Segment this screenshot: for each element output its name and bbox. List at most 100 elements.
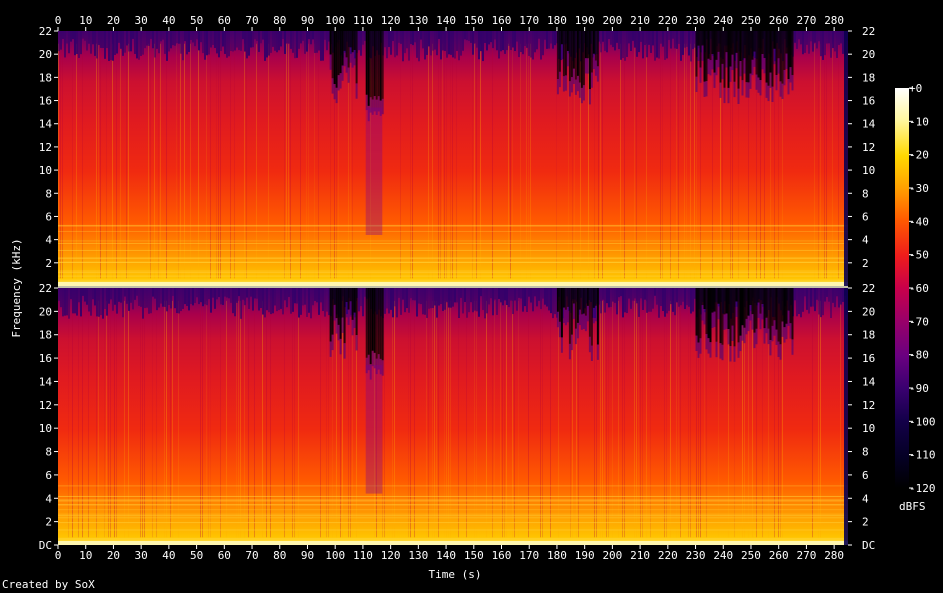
rolloff-stripe	[162, 31, 164, 40]
rolloff-stripe	[384, 288, 386, 314]
spectral-stripe	[578, 300, 579, 538]
spectral-stripe	[254, 300, 255, 538]
rolloff-stripe	[328, 288, 330, 316]
rolloff-stripe	[96, 31, 98, 59]
rolloff-stripe	[122, 31, 124, 56]
rolloff-stripe	[432, 31, 434, 51]
quiet-stripe	[349, 31, 352, 48]
quiet-stripe	[594, 31, 597, 61]
quiet-stripe	[596, 288, 599, 345]
rolloff-stripe	[510, 288, 512, 301]
rolloff-stripe	[162, 288, 164, 307]
rolloff-stripe	[468, 31, 470, 41]
rolloff-stripe	[86, 288, 88, 305]
spectral-stripe	[384, 300, 385, 538]
rolloff-stripe	[820, 31, 822, 57]
rolloff-stripe	[294, 288, 296, 304]
quiet-edge	[568, 81, 571, 97]
rolloff-stripe	[182, 31, 184, 61]
quiet-core	[365, 107, 383, 235]
quiet-stripe	[699, 31, 702, 68]
rolloff-stripe	[528, 288, 530, 297]
rolloff-stripe	[474, 31, 476, 44]
rolloff-stripe	[142, 288, 144, 319]
quiet-edge	[707, 58, 710, 75]
rolloff-stripe	[250, 288, 252, 297]
rolloff-stripe	[794, 31, 796, 43]
harmonic-band	[58, 270, 848, 272]
rolloff-stripe	[286, 31, 288, 44]
spectral-stripe	[770, 43, 771, 279]
spectral-stripe	[696, 300, 697, 538]
spectral-stripe	[636, 43, 637, 279]
y-tick-label: 22	[39, 25, 52, 38]
colorbar	[895, 88, 909, 488]
quiet-stripe	[339, 288, 342, 339]
rolloff-stripe	[60, 31, 62, 50]
rolloff-stripe	[676, 31, 678, 49]
quiet-edge	[757, 302, 760, 318]
quiet-stripe	[749, 31, 752, 74]
spectral-stripe	[480, 43, 481, 279]
spectral-stripe	[432, 43, 433, 279]
rolloff-stripe	[636, 288, 638, 304]
quiet-stripe	[775, 288, 778, 330]
rolloff-stripe	[130, 31, 132, 52]
rolloff-stripe	[616, 31, 618, 43]
rolloff-stripe	[410, 31, 412, 45]
quiet-stripe	[717, 31, 720, 52]
x-tick-label: 260	[769, 14, 789, 27]
rolloff-stripe	[438, 288, 440, 306]
rolloff-stripe	[292, 31, 294, 53]
x-tick-label: 100	[325, 14, 345, 27]
y-tick-label: 20	[39, 305, 52, 318]
rolloff-stripe	[660, 288, 662, 307]
rolloff-stripe	[156, 31, 158, 49]
rolloff-stripe	[284, 288, 286, 301]
rolloff-stripe	[140, 31, 142, 56]
quiet-stripe	[329, 288, 332, 342]
rolloff-stripe	[148, 288, 150, 314]
rolloff-stripe	[466, 31, 468, 41]
y-tick-label: 20	[862, 48, 875, 61]
spectral-stripe	[82, 43, 83, 279]
quiet-edge	[379, 100, 382, 116]
spectral-stripe	[292, 300, 293, 538]
rolloff-stripe	[94, 31, 96, 56]
spectral-stripe	[154, 43, 155, 279]
rolloff-stripe	[328, 31, 330, 42]
quiet-stripe	[345, 288, 348, 302]
quiet-edge	[747, 82, 750, 98]
quiet-edge	[337, 75, 340, 91]
quiet-edge	[737, 342, 740, 358]
rolloff-stripe	[554, 288, 556, 315]
rolloff-stripe	[604, 31, 606, 51]
rolloff-stripe	[290, 288, 292, 314]
quiet-edge	[564, 309, 567, 326]
quiet-edge	[349, 47, 352, 63]
spectral-stripe	[700, 43, 701, 279]
rolloff-stripe	[246, 31, 248, 59]
spectral-stripe	[288, 43, 289, 279]
rolloff-stripe	[324, 31, 326, 40]
rolloff-stripe	[480, 31, 482, 52]
quiet-edge	[791, 339, 794, 355]
rolloff-stripe	[98, 288, 100, 317]
rolloff-stripe	[272, 288, 274, 314]
rolloff-stripe	[608, 31, 610, 40]
rolloff-stripe	[102, 31, 104, 48]
rolloff-stripe	[842, 31, 844, 54]
rolloff-stripe	[662, 288, 664, 311]
spectral-stripe	[450, 300, 451, 538]
quiet-edge	[588, 336, 591, 353]
rolloff-stripe	[446, 31, 448, 58]
rolloff-stripe	[146, 288, 148, 308]
spectral-stripe	[676, 300, 677, 538]
quiet-edge	[578, 309, 581, 326]
quiet-stripe	[781, 31, 784, 84]
quiet-stripe	[789, 288, 792, 324]
rolloff-stripe	[660, 31, 662, 44]
quiet-stripe	[733, 31, 736, 82]
spectral-stripe	[314, 43, 315, 279]
spectral-stripe	[318, 43, 319, 279]
